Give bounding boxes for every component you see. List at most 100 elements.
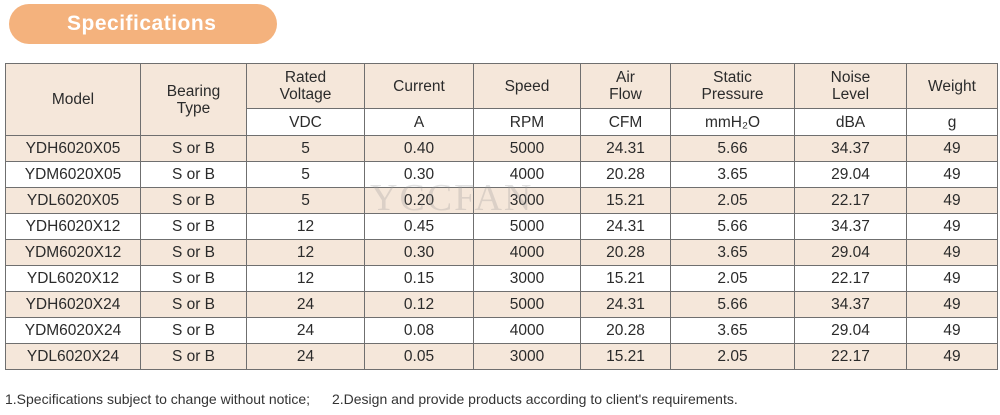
cell-speed: 5000 — [473, 135, 581, 162]
cell-airflow: 24.31 — [580, 135, 671, 162]
header-noise-level: Noise Level — [794, 63, 907, 109]
cell-weight: 49 — [906, 343, 998, 370]
table-row: YDL6020X05 S or B 5 0.20 3000 15.21 2.05 22.17 4… — [5, 187, 998, 214]
cell-current: 0.30 — [364, 161, 474, 188]
cell-voltage: 24 — [246, 343, 365, 370]
cell-bearing: S or B — [140, 187, 247, 214]
cell-current: 0.05 — [364, 343, 474, 370]
cell-airflow: 15.21 — [580, 265, 671, 292]
table-row: YDM6020X12 S or B 12 0.30 4000 20.28 3.65 29.04… — [5, 239, 998, 266]
cell-pressure: 3.65 — [670, 161, 795, 188]
cell-noise: 34.37 — [794, 135, 907, 162]
header-rated-voltage: Rated Voltage — [246, 63, 365, 109]
table-row: YDL6020X12 S or B 12 0.15 3000 15.21 2.05 22.17… — [5, 265, 998, 292]
footnotes: 1.Specifications subject to change witho… — [5, 391, 738, 407]
cell-bearing: S or B — [140, 213, 247, 240]
cell-current: 0.08 — [364, 317, 474, 344]
unit-pressure: mmH₂O — [670, 108, 795, 136]
cell-voltage: 5 — [246, 161, 365, 188]
section-title-badge: Specifications — [9, 4, 277, 44]
cell-bearing: S or B — [140, 291, 247, 318]
header-weight: Weight — [906, 63, 998, 109]
cell-current: 0.20 — [364, 187, 474, 214]
cell-noise: 22.17 — [794, 187, 907, 214]
table-row: YDH6020X12 S or B 12 0.45 5000 24.31 5.66 34.37… — [5, 213, 998, 240]
cell-noise: 29.04 — [794, 161, 907, 188]
cell-weight: 49 — [906, 135, 998, 162]
cell-weight: 49 — [906, 291, 998, 318]
cell-bearing: S or B — [140, 317, 247, 344]
cell-airflow: 20.28 — [580, 239, 671, 266]
cell-bearing: S or B — [140, 161, 247, 188]
cell-airflow: 24.31 — [580, 291, 671, 318]
cell-speed: 3000 — [473, 265, 581, 292]
cell-speed: 4000 — [473, 317, 581, 344]
cell-noise: 22.17 — [794, 343, 907, 370]
cell-current: 0.40 — [364, 135, 474, 162]
cell-model: YDH6020X05 — [5, 135, 141, 162]
table-row: YDH6020X24 S or B 24 0.12 5000 24.31 5.66 34.37… — [5, 291, 998, 318]
cell-bearing: S or B — [140, 265, 247, 292]
cell-pressure: 5.66 — [670, 135, 795, 162]
unit-voltage: VDC — [246, 108, 365, 136]
cell-model: YDM6020X05 — [5, 161, 141, 188]
cell-model: YDL6020X24 — [5, 343, 141, 370]
cell-current: 0.12 — [364, 291, 474, 318]
cell-noise: 29.04 — [794, 317, 907, 344]
cell-model: YDH6020X24 — [5, 291, 141, 318]
cell-weight: 49 — [906, 239, 998, 266]
cell-weight: 49 — [906, 265, 998, 292]
cell-pressure: 5.66 — [670, 291, 795, 318]
cell-model: YDH6020X12 — [5, 213, 141, 240]
cell-airflow: 20.28 — [580, 317, 671, 344]
table-row: YDM6020X24 S or B 24 0.08 4000 20.28 3.65 29.04… — [5, 317, 998, 344]
cell-weight: 49 — [906, 317, 998, 344]
cell-noise: 34.37 — [794, 213, 907, 240]
footnote-2: 2.Design and provide products according … — [331, 391, 738, 407]
table-row: YDH6020X05 S or B 5 0.40 5000 24.31 5.66 34.37 4… — [5, 135, 998, 162]
cell-voltage: 5 — [246, 187, 365, 214]
table-row: YDM6020X05 S or B 5 0.30 4000 20.28 3.65 29.04 4… — [5, 161, 998, 188]
cell-noise: 22.17 — [794, 265, 907, 292]
cell-speed: 3000 — [473, 343, 581, 370]
cell-voltage: 24 — [246, 291, 365, 318]
cell-weight: 49 — [906, 187, 998, 214]
header-bearing-type: Bearing Type — [140, 63, 247, 136]
cell-voltage: 12 — [246, 239, 365, 266]
header-speed: Speed — [473, 63, 581, 109]
cell-pressure: 2.05 — [670, 187, 795, 214]
cell-speed: 5000 — [473, 291, 581, 318]
cell-speed: 5000 — [473, 213, 581, 240]
cell-airflow: 15.21 — [580, 343, 671, 370]
section-title: Specifications — [67, 12, 217, 35]
table-row: YDL6020X24 S or B 24 0.05 3000 15.21 2.05 22.17… — [5, 343, 998, 370]
unit-speed: RPM — [473, 108, 581, 136]
cell-model: YDL6020X12 — [5, 265, 141, 292]
cell-speed: 3000 — [473, 187, 581, 214]
cell-weight: 49 — [906, 213, 998, 240]
cell-current: 0.30 — [364, 239, 474, 266]
cell-noise: 34.37 — [794, 291, 907, 318]
unit-noise: dBA — [794, 108, 907, 136]
cell-bearing: S or B — [140, 343, 247, 370]
cell-model: YDM6020X12 — [5, 239, 141, 266]
cell-bearing: S or B — [140, 135, 247, 162]
cell-voltage: 12 — [246, 213, 365, 240]
cell-pressure: 3.65 — [670, 239, 795, 266]
unit-weight: g — [906, 108, 998, 136]
header-current: Current — [364, 63, 474, 109]
cell-voltage: 24 — [246, 317, 365, 344]
specifications-table: Model Bearing Type Rated Voltage Current… — [5, 63, 998, 370]
cell-weight: 49 — [906, 161, 998, 188]
cell-model: YDM6020X24 — [5, 317, 141, 344]
cell-current: 0.15 — [364, 265, 474, 292]
header-static-pressure: Static Pressure — [670, 63, 795, 109]
unit-current: A — [364, 108, 474, 136]
cell-airflow: 15.21 — [580, 187, 671, 214]
footnote-1: 1.Specifications subject to change witho… — [5, 391, 311, 407]
cell-bearing: S or B — [140, 239, 247, 266]
cell-speed: 4000 — [473, 161, 581, 188]
cell-voltage: 12 — [246, 265, 365, 292]
header-model: Model — [5, 63, 141, 136]
cell-pressure: 5.66 — [670, 213, 795, 240]
